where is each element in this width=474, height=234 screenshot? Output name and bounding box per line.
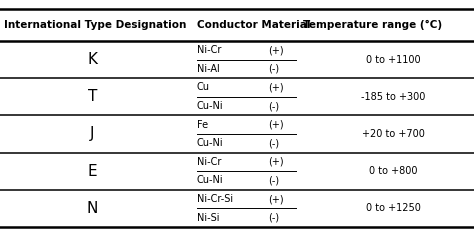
Text: International Type Designation: International Type Designation [4,20,186,30]
Text: Ni-Si: Ni-Si [197,213,219,223]
Text: (+): (+) [268,82,283,92]
Text: -185 to +300: -185 to +300 [361,92,426,102]
Text: (-): (-) [268,213,279,223]
Text: 0 to +1250: 0 to +1250 [366,203,421,213]
Text: Ni-Cr: Ni-Cr [197,45,221,55]
Text: Ni-Al: Ni-Al [197,64,219,74]
Text: J: J [90,126,95,142]
Text: Cu-Ni: Cu-Ni [197,176,223,186]
Text: Temperature range (°C): Temperature range (°C) [303,20,443,30]
Text: Cu-Ni: Cu-Ni [197,138,223,148]
Text: T: T [88,89,97,104]
Text: Conductor Material: Conductor Material [197,20,310,30]
Text: (-): (-) [268,101,279,111]
Text: (-): (-) [268,176,279,186]
Text: Ni-Cr-Si: Ni-Cr-Si [197,194,233,204]
Text: Fe: Fe [197,120,208,130]
Text: (-): (-) [268,64,279,74]
Text: E: E [88,164,97,179]
Text: +20 to +700: +20 to +700 [362,129,425,139]
Text: 0 to +800: 0 to +800 [369,166,418,176]
Text: Cu-Ni: Cu-Ni [197,101,223,111]
Text: Ni-Cr: Ni-Cr [197,157,221,167]
Text: 0 to +1100: 0 to +1100 [366,55,421,65]
Text: N: N [87,201,98,216]
Text: (+): (+) [268,120,283,130]
Text: (+): (+) [268,157,283,167]
Text: (+): (+) [268,194,283,204]
Text: (-): (-) [268,138,279,148]
Text: K: K [87,52,98,67]
Text: Cu: Cu [197,82,210,92]
Text: (+): (+) [268,45,283,55]
